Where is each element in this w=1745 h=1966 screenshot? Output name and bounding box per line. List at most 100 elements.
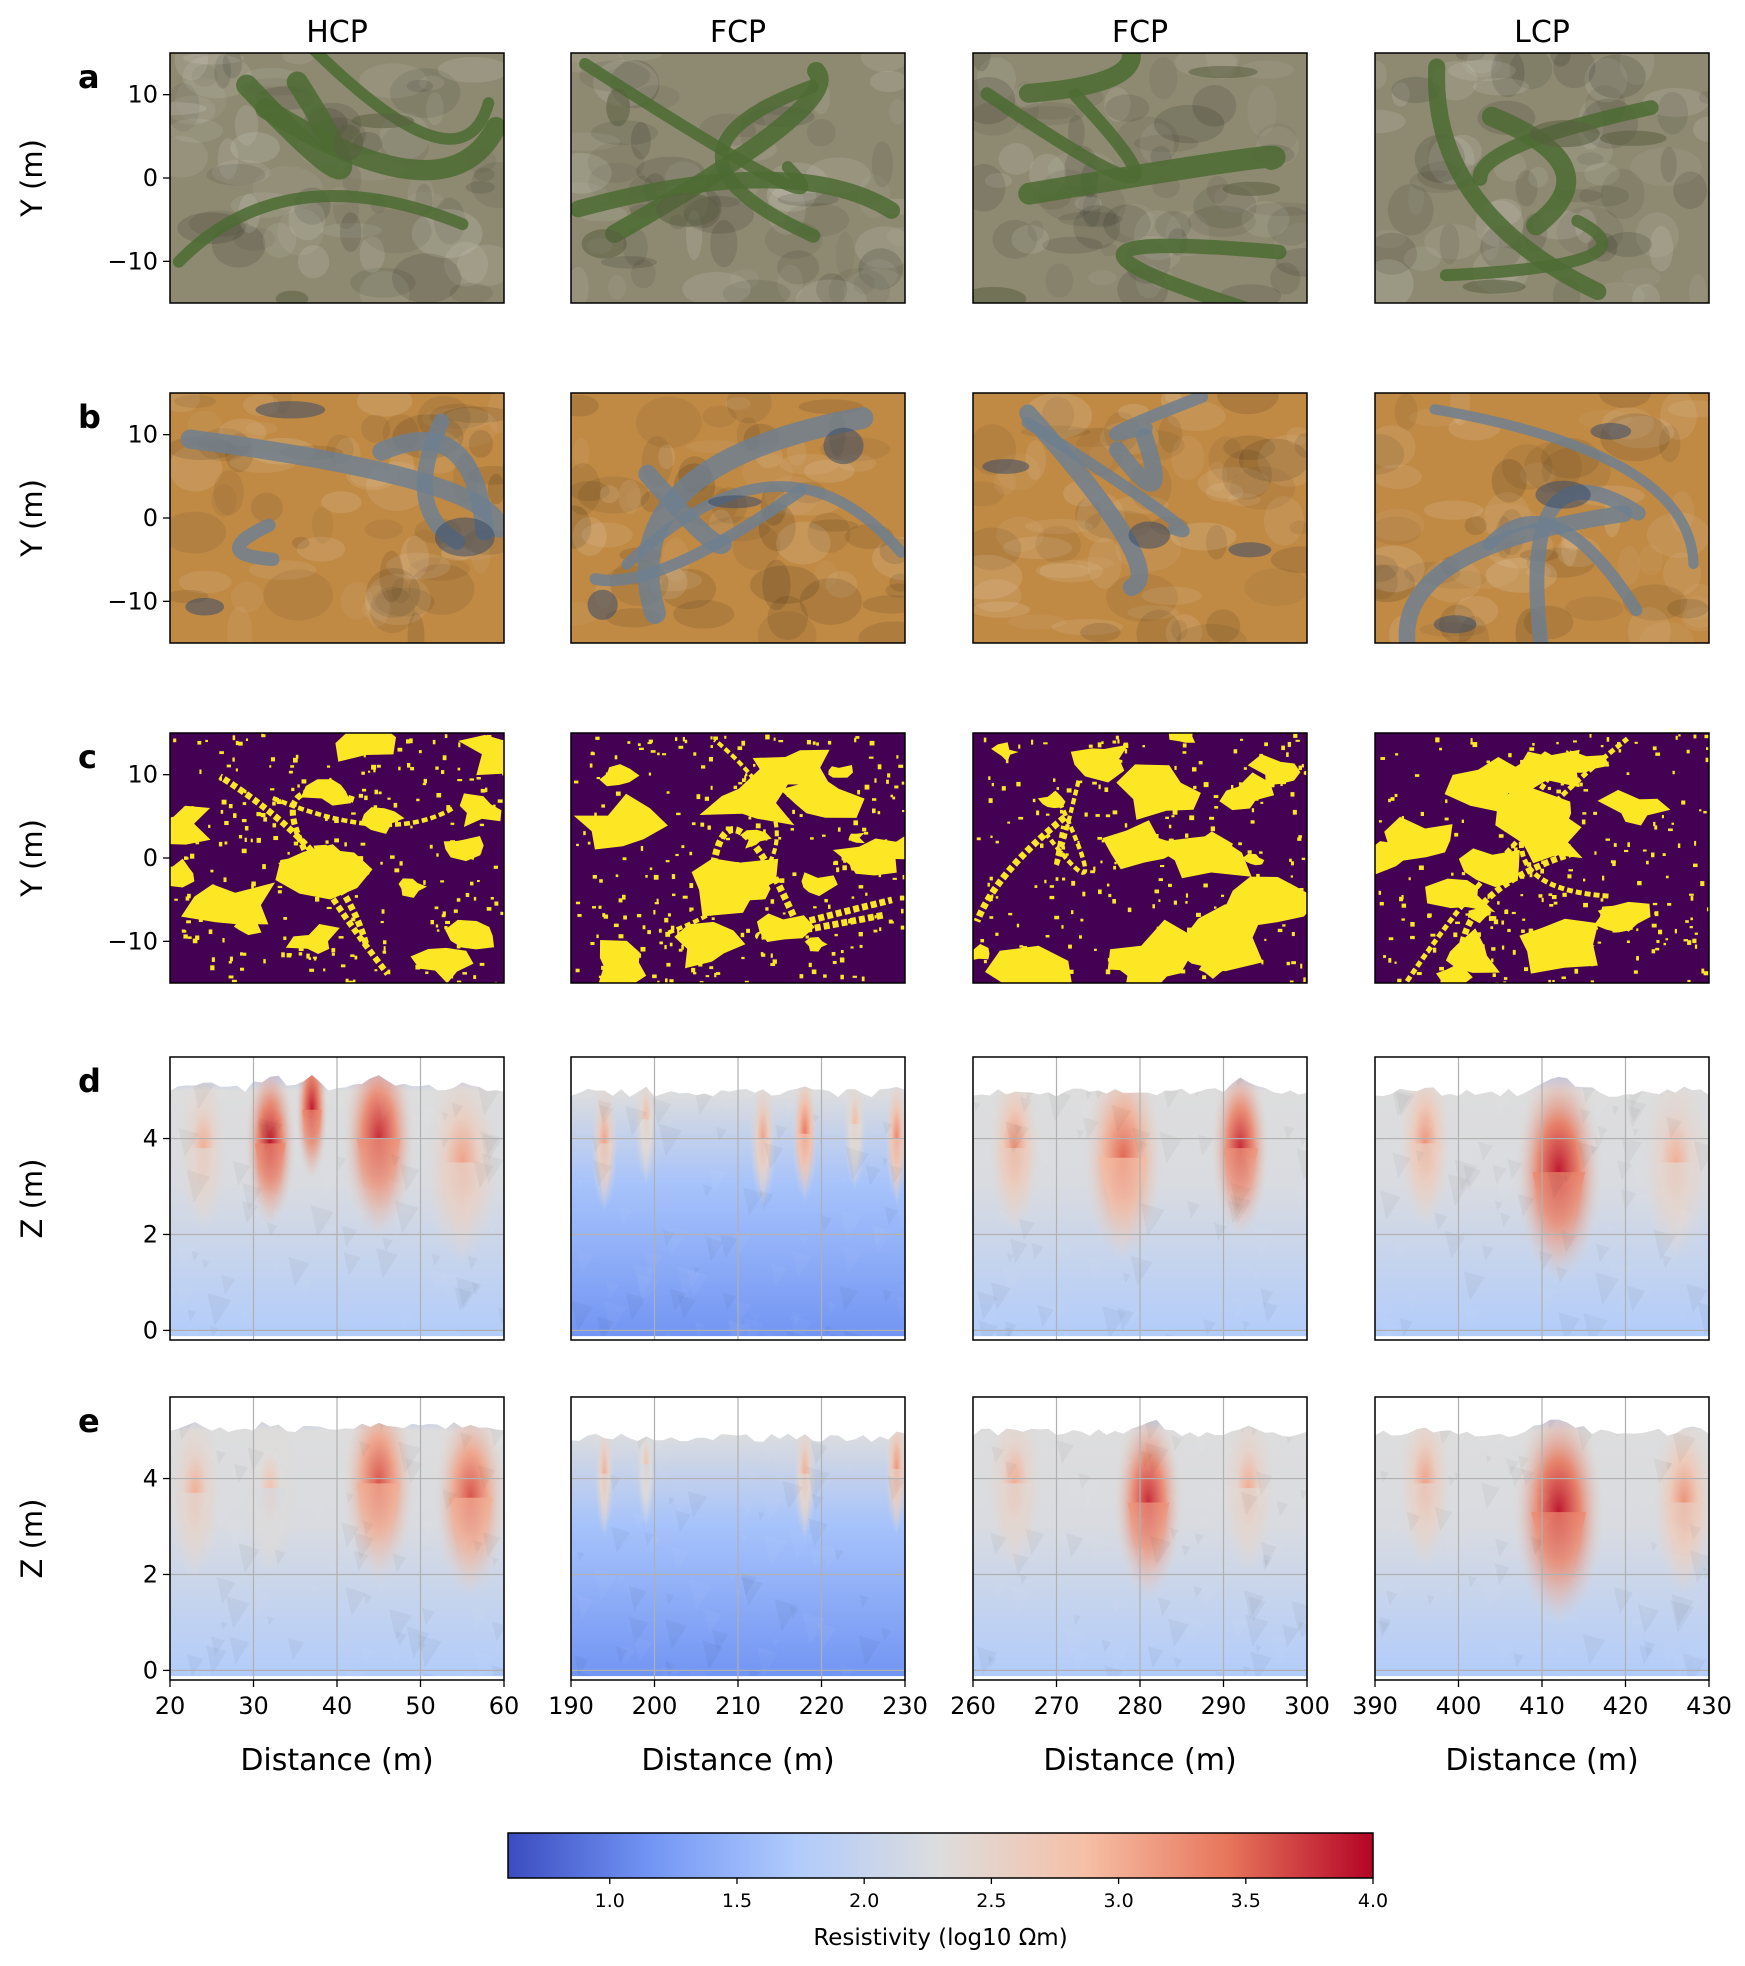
xtick-label: 390: [1352, 1692, 1398, 1720]
ytick-label: 4: [143, 1125, 158, 1153]
colorbar-tick-label: 4.0: [1358, 1890, 1388, 1912]
resistive-high: [793, 1431, 816, 1538]
panel-b-1: [570, 392, 906, 644]
xtick-label: 290: [1201, 1692, 1247, 1720]
y-axis-label: Z (m): [15, 1499, 49, 1579]
xtick-label: 260: [950, 1692, 996, 1720]
colorbar-tick-label: 2.5: [976, 1890, 1006, 1912]
panel-frame: [972, 732, 1308, 984]
ytick-label: 0: [143, 1316, 158, 1344]
resistive-high: [244, 1075, 296, 1229]
resistive-high: [179, 1075, 228, 1231]
row-label-b: b: [78, 398, 101, 436]
colorbar: 1.0 1.5 2.0 2.5 3.0 3.5 4.0 Resistivity (log10 …: [507, 1832, 1388, 1951]
ytick-label: 0: [143, 1656, 158, 1684]
resistive-high: [342, 1421, 416, 1585]
resistive-high: [1113, 1419, 1184, 1601]
ytick-label: 10: [127, 761, 158, 789]
xtick-label: 30: [238, 1692, 269, 1720]
column-title-1: FCP: [710, 15, 766, 50]
resistive-high: [989, 1077, 1041, 1233]
panel-frame: [972, 392, 1308, 644]
panel-c-1: [570, 732, 906, 984]
ytick-label: 2: [143, 1560, 158, 1588]
panel-d-0: 4 2 0: [143, 1056, 505, 1344]
ytick-label: 0: [143, 844, 158, 872]
resistive-high: [1399, 1419, 1451, 1569]
resistive-high: [1514, 1076, 1603, 1284]
xtick-label: 200: [632, 1692, 678, 1720]
ytick-label: 10: [127, 81, 158, 109]
panel-c-3: [1374, 732, 1710, 984]
panel-frame: [570, 732, 906, 984]
resistive-high: [791, 1086, 818, 1201]
x-axis-label: Distance (m): [240, 1743, 433, 1778]
x-axis-label: Distance (m): [1043, 1743, 1236, 1778]
ytick-label: −10: [107, 927, 158, 955]
resistive-high: [595, 1431, 614, 1535]
xtick-label: 220: [799, 1692, 845, 1720]
xtick-label: 270: [1034, 1692, 1080, 1720]
panel-frame: [169, 1056, 505, 1341]
panel-b-2: [972, 392, 1308, 644]
resistive-high: [244, 1421, 296, 1573]
y-axis-label: Z (m): [15, 1159, 49, 1239]
resistive-high: [170, 1421, 221, 1578]
panel-a-1: [570, 52, 906, 304]
row-label-d: d: [78, 1062, 101, 1100]
resistive-high: [1222, 1419, 1275, 1573]
column-title-2: FCP: [1112, 15, 1168, 50]
resistive-high: [1512, 1419, 1605, 1626]
panel-e-3: 390 400 410 420 430 Distance (m): [1352, 1396, 1732, 1778]
panel-a-3: [1374, 52, 1710, 304]
row-label-c: c: [78, 738, 97, 776]
xtick-label: 430: [1686, 1692, 1732, 1720]
column-title-0: HCP: [306, 15, 368, 50]
column-title-3: LCP: [1514, 15, 1570, 50]
panel-frame: [972, 52, 1308, 304]
xtick-label: 300: [1284, 1692, 1330, 1720]
panel-frame: [570, 392, 906, 644]
xtick-label: 230: [882, 1692, 928, 1720]
panel-frame: [1374, 392, 1710, 644]
ytick-label: −10: [107, 587, 158, 615]
colorbar-tick-label: 3.0: [1103, 1890, 1133, 1912]
ytick-label: 0: [143, 164, 158, 192]
xtick-label: 20: [155, 1692, 186, 1720]
panel-frame: [570, 1056, 906, 1341]
panel-a-2: [972, 52, 1308, 304]
resistive-high: [1082, 1077, 1164, 1264]
colorbar-tick-label: 1.0: [595, 1890, 625, 1912]
ytick-label: −10: [107, 247, 158, 275]
xtick-label: 410: [1519, 1692, 1565, 1720]
panel-b-0: 10 0 −10: [107, 392, 505, 644]
y-axis-label: Y (m): [15, 479, 49, 558]
xtick-label: 50: [405, 1692, 436, 1720]
x-axis-label: Distance (m): [641, 1743, 834, 1778]
panel-d-2: [972, 1056, 1308, 1341]
resistive-high: [1399, 1076, 1451, 1229]
panel-e-1: 190 200 210 220 230 Distance (m): [548, 1396, 928, 1778]
x-axis-label: Distance (m): [1445, 1743, 1638, 1778]
resistive-high: [987, 1419, 1043, 1571]
xtick-label: 190: [548, 1692, 594, 1720]
xtick-label: 280: [1117, 1692, 1163, 1720]
panel-d-1: [570, 1056, 906, 1341]
row-label-e: e: [78, 1402, 100, 1440]
xtick-label: 40: [322, 1692, 353, 1720]
colorbar-tick-label: 3.5: [1231, 1890, 1261, 1912]
colorbar-tick-label: 1.5: [722, 1890, 752, 1912]
colorbar-label: Resistivity (log10 Ωm): [813, 1925, 1067, 1951]
ytick-label: 10: [127, 421, 158, 449]
panel-b-3: [1374, 392, 1710, 644]
y-axis-label: Y (m): [15, 819, 49, 898]
ytick-label: 4: [143, 1465, 158, 1493]
xtick-label: 60: [489, 1692, 520, 1720]
ytick-label: 2: [143, 1220, 158, 1248]
xtick-label: 400: [1436, 1692, 1482, 1720]
panel-c-2: [972, 732, 1308, 984]
panel-e-2: 260 270 280 290 300 Distance (m): [950, 1396, 1330, 1778]
resistive-high: [1210, 1077, 1270, 1239]
